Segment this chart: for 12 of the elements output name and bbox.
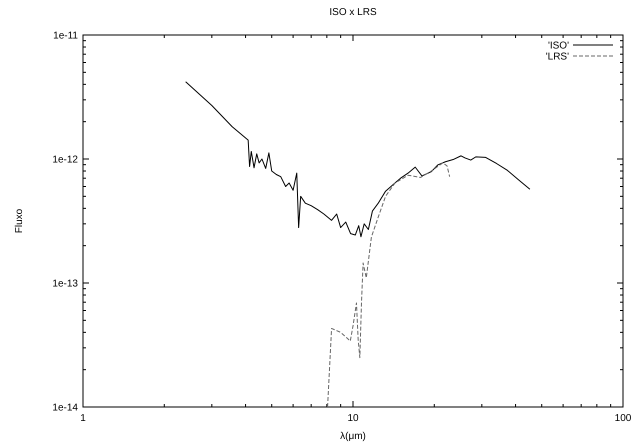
- y-tick-label: 1e-11: [53, 30, 78, 42]
- legend-label: 'ISO': [548, 40, 570, 52]
- x-axis-title: λ(μm): [340, 431, 366, 442]
- x-tick-label: 1: [80, 413, 86, 424]
- y-axis-title: Fluxo: [14, 208, 25, 234]
- legend-label: 'LRS': [546, 52, 570, 62]
- chart-title: ISO x LRS: [329, 7, 377, 18]
- y-tick-label: 1e-14: [52, 402, 78, 414]
- x-tick-label: 100: [614, 413, 632, 424]
- x-tick-label: 10: [347, 413, 359, 424]
- y-tick-label: 1e-13: [52, 278, 78, 290]
- y-tick-label: 1e-12: [52, 154, 78, 166]
